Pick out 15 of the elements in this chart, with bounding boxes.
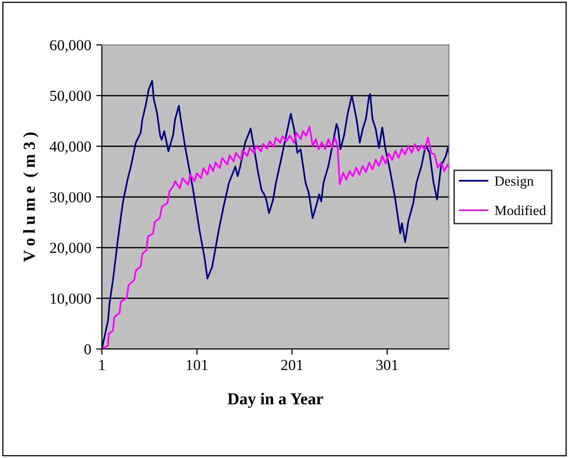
x-tick-label: 101 [186, 360, 208, 370]
y-tick-label: 30,000 [50, 192, 91, 205]
y-tick-label: 0 [84, 344, 91, 354]
y-tick-label: 10,000 [50, 293, 91, 306]
y-tick-label: 40,000 [50, 141, 91, 154]
x-axis-title: Day in a Year [228, 392, 324, 408]
y-tick-label: 20,000 [50, 242, 91, 256]
y-tick-label: 50,000 [50, 90, 91, 104]
legend-label: Modified [494, 205, 546, 216]
x-tick-label: 1 [99, 360, 105, 370]
y-tick-label: 60,000 [50, 40, 91, 53]
x-tick-label: 301 [376, 360, 398, 370]
legend-label: Design [494, 176, 534, 189]
y-axis-title: V o l u m e ( m 3 ) [23, 132, 38, 262]
x-tick-label: 201 [281, 360, 303, 370]
